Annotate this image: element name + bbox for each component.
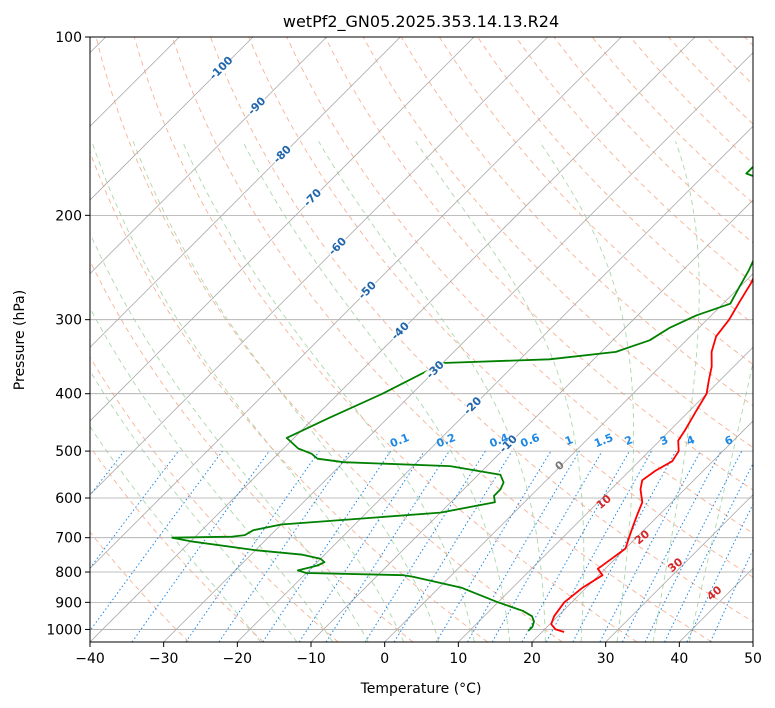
- dry-adiabat-line: [133, 37, 638, 642]
- mixing-ratio-line: [262, 450, 392, 642]
- y-tick-label: 500: [55, 444, 82, 460]
- dry-adiabat-line: [90, 150, 488, 642]
- isotherm-line: [90, 37, 475, 422]
- mixing-ratio-label: 1: [563, 433, 575, 448]
- x-tick-label: −40: [75, 651, 105, 667]
- x-tick-label: −10: [296, 651, 326, 667]
- y-tick-label: 200: [55, 208, 82, 224]
- dry-adiabat-line: [439, 37, 753, 365]
- y-tick-label: 100: [55, 30, 82, 46]
- x-tick-label: 30: [597, 651, 615, 667]
- x-tick-label: −20: [223, 651, 253, 667]
- isotherm-label-bg: [461, 394, 486, 419]
- dry-adiabat-line: [90, 531, 190, 642]
- x-tick-label: 0: [380, 651, 389, 667]
- x-tick-label: −30: [149, 651, 179, 667]
- x-tick-label: 20: [523, 651, 541, 667]
- isotherm-line: [90, 37, 622, 569]
- isotherm-label-bg: [245, 94, 270, 119]
- isotherm-line: [458, 346, 753, 642]
- dry-adiabat-line: [248, 37, 753, 578]
- isotherm-grid: [90, 37, 753, 642]
- x-axis-ticks: −40 −30 −20 −10 0 10 20 30 40 50: [75, 642, 762, 667]
- y-tick-label: 300: [55, 313, 82, 329]
- mixing-ratio-line: [90, 450, 179, 569]
- isotherm-label-bg: [325, 234, 350, 259]
- temperature-profile-line: [550, 276, 753, 633]
- y-tick-label: 900: [55, 595, 82, 611]
- dry-adiabat-line: [171, 37, 712, 642]
- mixing-ratio-line: [393, 450, 513, 642]
- isotherm-line: [531, 420, 753, 642]
- isotherm-line: [90, 37, 401, 348]
- mixing-ratio-line: [218, 450, 351, 642]
- sounding-series: [171, 165, 753, 633]
- y-axis-label: Pressure (hPa): [12, 290, 28, 390]
- dry-adiabat-line: [90, 356, 339, 642]
- dry-adiabat-line: [90, 445, 264, 642]
- mixing-ratio-line: [521, 450, 630, 642]
- dry-adiabat-line: [95, 37, 563, 642]
- chart-title: wetPf2_GN05.2025.353.14.13.R24: [283, 12, 559, 32]
- dewpoint-profile-line: [171, 165, 753, 632]
- x-tick-label: 10: [449, 651, 467, 667]
- y-tick-label: 600: [55, 491, 82, 507]
- mixing-ratio-line: [572, 450, 677, 642]
- mixing-ratio-lines: [90, 450, 753, 642]
- isotherm-label-bg: [355, 278, 380, 303]
- isotherm-line: [90, 37, 548, 496]
- mixing-ratio-label: 2: [623, 433, 635, 448]
- mixing-ratio-line: [90, 450, 223, 632]
- isotherm-label-bg: [496, 432, 521, 457]
- x-tick-label: 40: [670, 651, 688, 667]
- mixing-ratio-line: [185, 450, 320, 642]
- isotherm-line: [384, 273, 753, 642]
- plot-frame: [89, 36, 754, 643]
- mixing-ratio-line: [664, 462, 753, 642]
- isotherm-line: [605, 494, 753, 642]
- dry-adiabat-line: [515, 37, 753, 284]
- dry-adiabat-line: [210, 37, 753, 623]
- isotherm-line: [90, 37, 254, 201]
- mixing-ratio-line: [131, 450, 270, 642]
- y-tick-label: 700: [55, 531, 82, 547]
- mixing-ratio-label: 8: [751, 433, 763, 448]
- mixing-ratio-line: [545, 450, 653, 642]
- x-axis-label: Temperature (°C): [360, 681, 482, 697]
- isotherm-label-bg: [423, 358, 448, 383]
- isotherm-label-bg: [209, 56, 234, 81]
- isotherm-label-bg: [388, 319, 413, 344]
- isotherm-line: [237, 125, 753, 642]
- isotherm-label-bg: [270, 142, 295, 167]
- mixing-ratio-line: [644, 450, 743, 642]
- isotherm-line: [310, 199, 753, 642]
- isotherm-label-bg: [300, 186, 325, 211]
- y-tick-label: 1000: [46, 622, 82, 638]
- isotherm-line: [90, 37, 327, 275]
- dry-adiabat-line: [400, 37, 753, 407]
- x-tick-label: 50: [744, 651, 762, 667]
- mixing-ratio-line: [298, 450, 425, 642]
- mixing-ratio-label: 3: [658, 433, 670, 448]
- y-axis-ticks: 100 200 300 400 500 600 700 800 900 1000: [46, 30, 90, 638]
- isotherm-line: [163, 52, 753, 642]
- mixing-ratio-line: [325, 450, 450, 642]
- y-tick-label: 800: [55, 565, 82, 581]
- y-tick-label: 400: [55, 387, 82, 403]
